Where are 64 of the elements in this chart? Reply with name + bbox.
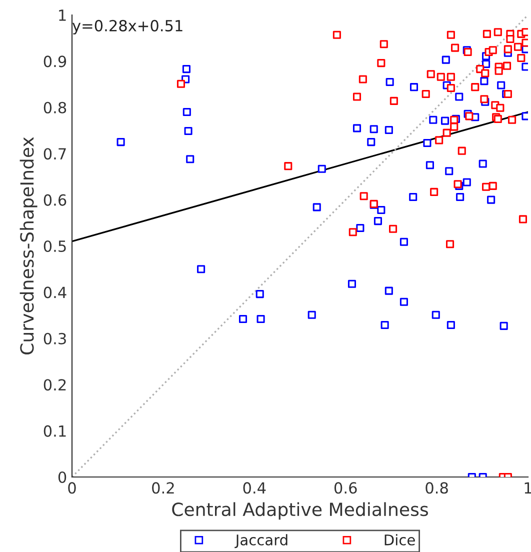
point [508, 116, 516, 124]
point [389, 224, 398, 233]
point [517, 54, 526, 62]
point [503, 62, 512, 70]
point [377, 59, 386, 68]
point [514, 42, 522, 51]
point [481, 69, 490, 78]
y-axis-title: Curvedness-ShapeIndex [20, 137, 38, 354]
point [518, 215, 528, 224]
point [494, 28, 502, 36]
point [390, 96, 398, 105]
point [482, 182, 490, 191]
y-tick-label: 0.1 [44, 425, 66, 437]
x-tick-label: 0.4 [243, 482, 266, 494]
y-tick-label: 0.4 [44, 286, 66, 298]
y-tick-label: 1 [59, 10, 66, 21]
point [446, 240, 454, 248]
point [458, 146, 466, 155]
point [446, 30, 455, 39]
point [348, 228, 357, 236]
x-tick-label: 0.8 [426, 482, 448, 494]
y-tick-label: 0.6 [44, 194, 66, 206]
x-tick-label: 0 [68, 482, 76, 494]
point [488, 182, 497, 190]
point [380, 40, 388, 48]
point [360, 192, 368, 200]
point [506, 35, 514, 44]
y-tick-label: 0.3 [44, 332, 66, 344]
legend-label: Dice [384, 534, 415, 546]
y-tick-label: 0.2 [44, 379, 66, 391]
point [435, 136, 444, 144]
point [446, 84, 455, 92]
y-tick-label: 0.5 [44, 240, 66, 252]
point [436, 72, 445, 81]
point [284, 162, 292, 170]
x-tick-label: 0.6 [334, 482, 357, 494]
point [442, 128, 451, 137]
legend-label: Jaccard [234, 534, 288, 548]
point [480, 95, 488, 104]
point [430, 188, 438, 196]
point [504, 45, 512, 54]
point [358, 75, 367, 84]
point [176, 80, 186, 88]
annotation: y=0.28x+0.51 [72, 20, 182, 34]
x-tick-label: 0.2 [152, 482, 174, 494]
point [465, 112, 474, 120]
point [451, 44, 460, 52]
point [471, 83, 480, 92]
point [494, 66, 503, 75]
point [488, 46, 497, 54]
point [446, 72, 455, 81]
point [332, 30, 341, 39]
y-tick-label: 0.9 [44, 56, 66, 68]
x-tick-label: 1 [524, 482, 531, 494]
point [482, 30, 491, 38]
x-axis-title: Central Adaptive Medialness [172, 502, 428, 520]
y-tick-label: 0 [58, 471, 66, 484]
y-tick-label: 0.8 [44, 102, 66, 114]
y-tick-label: 0.7 [44, 148, 66, 160]
point [426, 70, 435, 78]
point [450, 122, 458, 131]
point [422, 90, 430, 98]
point [496, 104, 504, 112]
point [352, 92, 362, 101]
